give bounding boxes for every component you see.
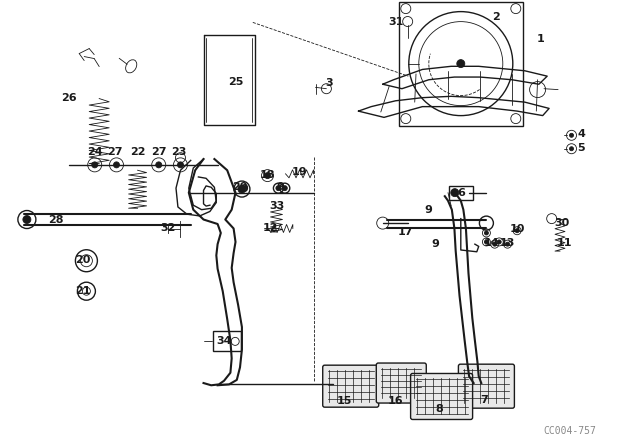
FancyBboxPatch shape [458,364,515,408]
Text: 18: 18 [260,170,275,180]
Text: 30: 30 [554,218,570,228]
Text: 12: 12 [262,223,278,233]
FancyBboxPatch shape [323,365,379,407]
Text: 4: 4 [577,129,585,139]
Circle shape [156,162,162,168]
Circle shape [570,147,573,151]
Text: 19: 19 [292,168,307,177]
Text: 1: 1 [537,34,545,44]
Circle shape [457,60,465,68]
Text: 32: 32 [160,223,175,233]
Circle shape [282,185,287,191]
Text: 8: 8 [436,404,444,414]
Text: 34: 34 [216,336,232,346]
Text: 5: 5 [577,143,585,153]
Text: 10: 10 [509,224,525,234]
Bar [213,332,241,351]
Bar [449,185,473,200]
Text: 29: 29 [232,182,248,192]
Circle shape [515,229,519,233]
Circle shape [493,242,497,246]
Circle shape [484,231,488,235]
Text: 22: 22 [130,147,145,157]
Text: 23: 23 [172,147,187,157]
Text: 26: 26 [61,93,76,103]
Text: 9: 9 [425,205,433,215]
Text: 15: 15 [337,396,352,406]
Text: 28: 28 [49,215,64,224]
Circle shape [23,215,31,224]
Text: 2: 2 [492,12,500,22]
Circle shape [484,240,488,244]
Text: 3: 3 [326,78,333,88]
Text: 21: 21 [76,286,91,296]
Text: 17: 17 [397,227,413,237]
Text: 25: 25 [228,77,243,86]
Circle shape [497,240,501,244]
FancyBboxPatch shape [411,374,472,419]
Circle shape [177,162,184,168]
Circle shape [238,185,246,193]
Circle shape [451,189,459,197]
FancyBboxPatch shape [376,363,426,403]
Circle shape [506,242,509,246]
Text: 24: 24 [87,147,102,157]
Text: 31: 31 [388,17,403,26]
Text: 14: 14 [484,238,499,248]
Circle shape [113,162,120,168]
Circle shape [276,185,281,191]
Text: 9: 9 [276,182,284,192]
Text: 27: 27 [108,147,123,157]
Text: 27: 27 [151,147,166,157]
Circle shape [92,162,98,168]
Circle shape [570,134,573,137]
Text: CC004-757: CC004-757 [543,426,596,436]
Text: 9: 9 [431,239,439,249]
Circle shape [264,172,271,179]
Text: 9: 9 [241,184,248,194]
Text: 7: 7 [481,395,488,405]
Text: 13: 13 [500,238,515,248]
Text: 20: 20 [76,255,91,265]
Text: 6: 6 [457,188,465,198]
Text: 33: 33 [269,201,284,211]
Bar [399,2,523,125]
Text: 11: 11 [557,238,572,248]
Text: 16: 16 [388,396,403,406]
